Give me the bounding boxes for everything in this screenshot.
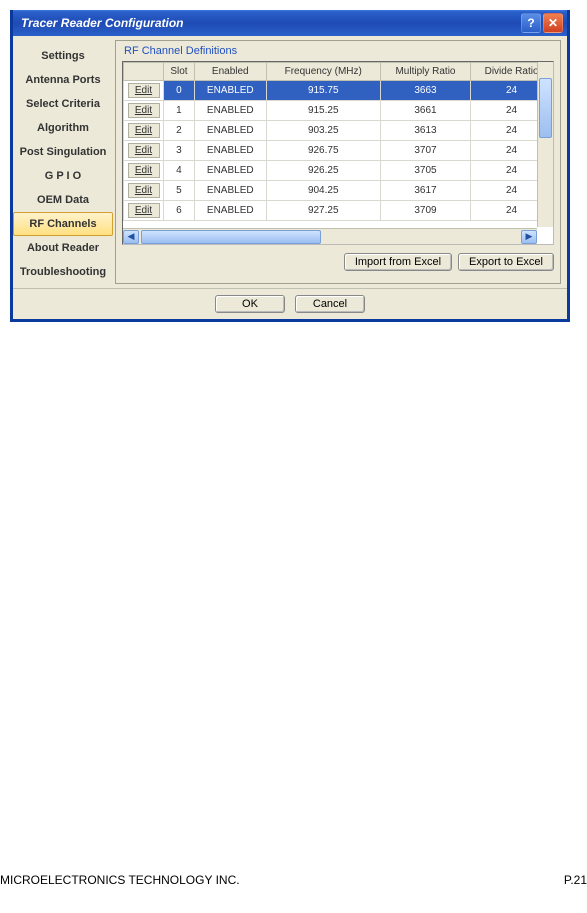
sidebar-item-select-criteria[interactable]: Select Criteria <box>13 92 113 116</box>
sidebar-item-troubleshooting[interactable]: Troubleshooting <box>13 260 113 284</box>
table-row[interactable]: Edit3ENABLED926.75370724 <box>124 141 553 161</box>
sidebar-item-rf-channels[interactable]: RF Channels <box>13 212 113 236</box>
scroll-right-icon[interactable]: ▶ <box>521 230 537 244</box>
table-row[interactable]: Edit2ENABLED903.25361324 <box>124 121 553 141</box>
close-icon[interactable]: ✕ <box>543 13 563 33</box>
cell-enabled: ENABLED <box>194 201 266 221</box>
edit-button[interactable]: Edit <box>128 183 160 198</box>
table-row[interactable]: Edit0ENABLED915.75366324 <box>124 81 553 101</box>
cell-enabled: ENABLED <box>194 121 266 141</box>
edit-button[interactable]: Edit <box>128 143 160 158</box>
cell-slot: 3 <box>164 141 195 161</box>
scroll-thumb[interactable] <box>539 78 552 138</box>
sidebar-item-post-singulation[interactable]: Post Singulation <box>13 140 113 164</box>
sidebar-item-gpio[interactable]: G P I O <box>13 164 113 188</box>
cell-frequency: 926.75 <box>266 141 380 161</box>
edit-button[interactable]: Edit <box>128 123 160 138</box>
cell-frequency: 915.25 <box>266 101 380 121</box>
horizontal-scrollbar[interactable]: ◀ ▶ <box>123 228 537 244</box>
cell-frequency: 927.25 <box>266 201 380 221</box>
cell-frequency: 915.75 <box>266 81 380 101</box>
cell-multiply: 3663 <box>380 81 470 101</box>
titlebar[interactable]: Tracer Reader Configuration ? ✕ <box>13 10 567 36</box>
cell-frequency: 903.25 <box>266 121 380 141</box>
channel-table: Slot Enabled Frequency (MHz) Multiply Ra… <box>123 62 553 221</box>
cell-multiply: 3707 <box>380 141 470 161</box>
edit-button[interactable]: Edit <box>128 203 160 218</box>
cell-enabled: ENABLED <box>194 181 266 201</box>
table-row[interactable]: Edit5ENABLED904.25361724 <box>124 181 553 201</box>
cell-enabled: ENABLED <box>194 161 266 181</box>
scroll-thumb-h[interactable] <box>141 230 321 244</box>
dialog-footer: OK Cancel <box>13 288 567 319</box>
cell-slot: 2 <box>164 121 195 141</box>
cell-enabled: ENABLED <box>194 101 266 121</box>
cell-multiply: 3709 <box>380 201 470 221</box>
cancel-button[interactable]: Cancel <box>295 295 365 313</box>
edit-button[interactable]: Edit <box>128 103 160 118</box>
sidebar: Settings Antenna Ports Select Criteria A… <box>13 40 113 284</box>
edit-button[interactable]: Edit <box>128 83 160 98</box>
cell-slot: 4 <box>164 161 195 181</box>
main-panel: RF Channel Definitions Slot Enabled Freq… <box>115 40 561 284</box>
import-from-excel-button[interactable]: Import from Excel <box>344 253 452 271</box>
col-slot[interactable]: Slot <box>164 63 195 81</box>
channel-table-wrap: Slot Enabled Frequency (MHz) Multiply Ra… <box>122 61 554 245</box>
import-export-row: Import from Excel Export to Excel <box>122 253 554 271</box>
table-row[interactable]: Edit6ENABLED927.25370924 <box>124 201 553 221</box>
cell-multiply: 3617 <box>380 181 470 201</box>
sidebar-item-oem-data[interactable]: OEM Data <box>13 188 113 212</box>
cell-multiply: 3661 <box>380 101 470 121</box>
scroll-track[interactable] <box>139 230 521 244</box>
title-buttons: ? ✕ <box>521 13 563 33</box>
footer-company: MICROELECTRONICS TECHNOLOGY INC. <box>0 873 240 887</box>
cell-multiply: 3705 <box>380 161 470 181</box>
cell-slot: 5 <box>164 181 195 201</box>
cell-frequency: 904.25 <box>266 181 380 201</box>
col-enabled[interactable]: Enabled <box>194 63 266 81</box>
cell-enabled: ENABLED <box>194 141 266 161</box>
scroll-left-icon[interactable]: ◀ <box>123 230 139 244</box>
col-edit[interactable] <box>124 63 164 81</box>
dialog-body: Settings Antenna Ports Select Criteria A… <box>13 36 567 288</box>
table-row[interactable]: Edit4ENABLED926.25370524 <box>124 161 553 181</box>
config-dialog: Tracer Reader Configuration ? ✕ Settings… <box>10 10 570 322</box>
window-title: Tracer Reader Configuration <box>21 16 521 30</box>
cell-slot: 6 <box>164 201 195 221</box>
col-multiply[interactable]: Multiply Ratio <box>380 63 470 81</box>
table-row[interactable]: Edit1ENABLED915.25366124 <box>124 101 553 121</box>
sidebar-item-algorithm[interactable]: Algorithm <box>13 116 113 140</box>
vertical-scrollbar[interactable] <box>537 62 553 227</box>
help-icon[interactable]: ? <box>521 13 541 33</box>
cell-slot: 1 <box>164 101 195 121</box>
sidebar-item-antenna-ports[interactable]: Antenna Ports <box>13 68 113 92</box>
cell-frequency: 926.25 <box>266 161 380 181</box>
edit-button[interactable]: Edit <box>128 163 160 178</box>
ok-button[interactable]: OK <box>215 295 285 313</box>
export-to-excel-button[interactable]: Export to Excel <box>458 253 554 271</box>
group-title: RF Channel Definitions <box>124 45 554 57</box>
cell-enabled: ENABLED <box>194 81 266 101</box>
footer-page: P.21 <box>564 873 587 887</box>
sidebar-item-about-reader[interactable]: About Reader <box>13 236 113 260</box>
col-frequency[interactable]: Frequency (MHz) <box>266 63 380 81</box>
cell-slot: 0 <box>164 81 195 101</box>
sidebar-item-settings[interactable]: Settings <box>13 44 113 68</box>
cell-multiply: 3613 <box>380 121 470 141</box>
